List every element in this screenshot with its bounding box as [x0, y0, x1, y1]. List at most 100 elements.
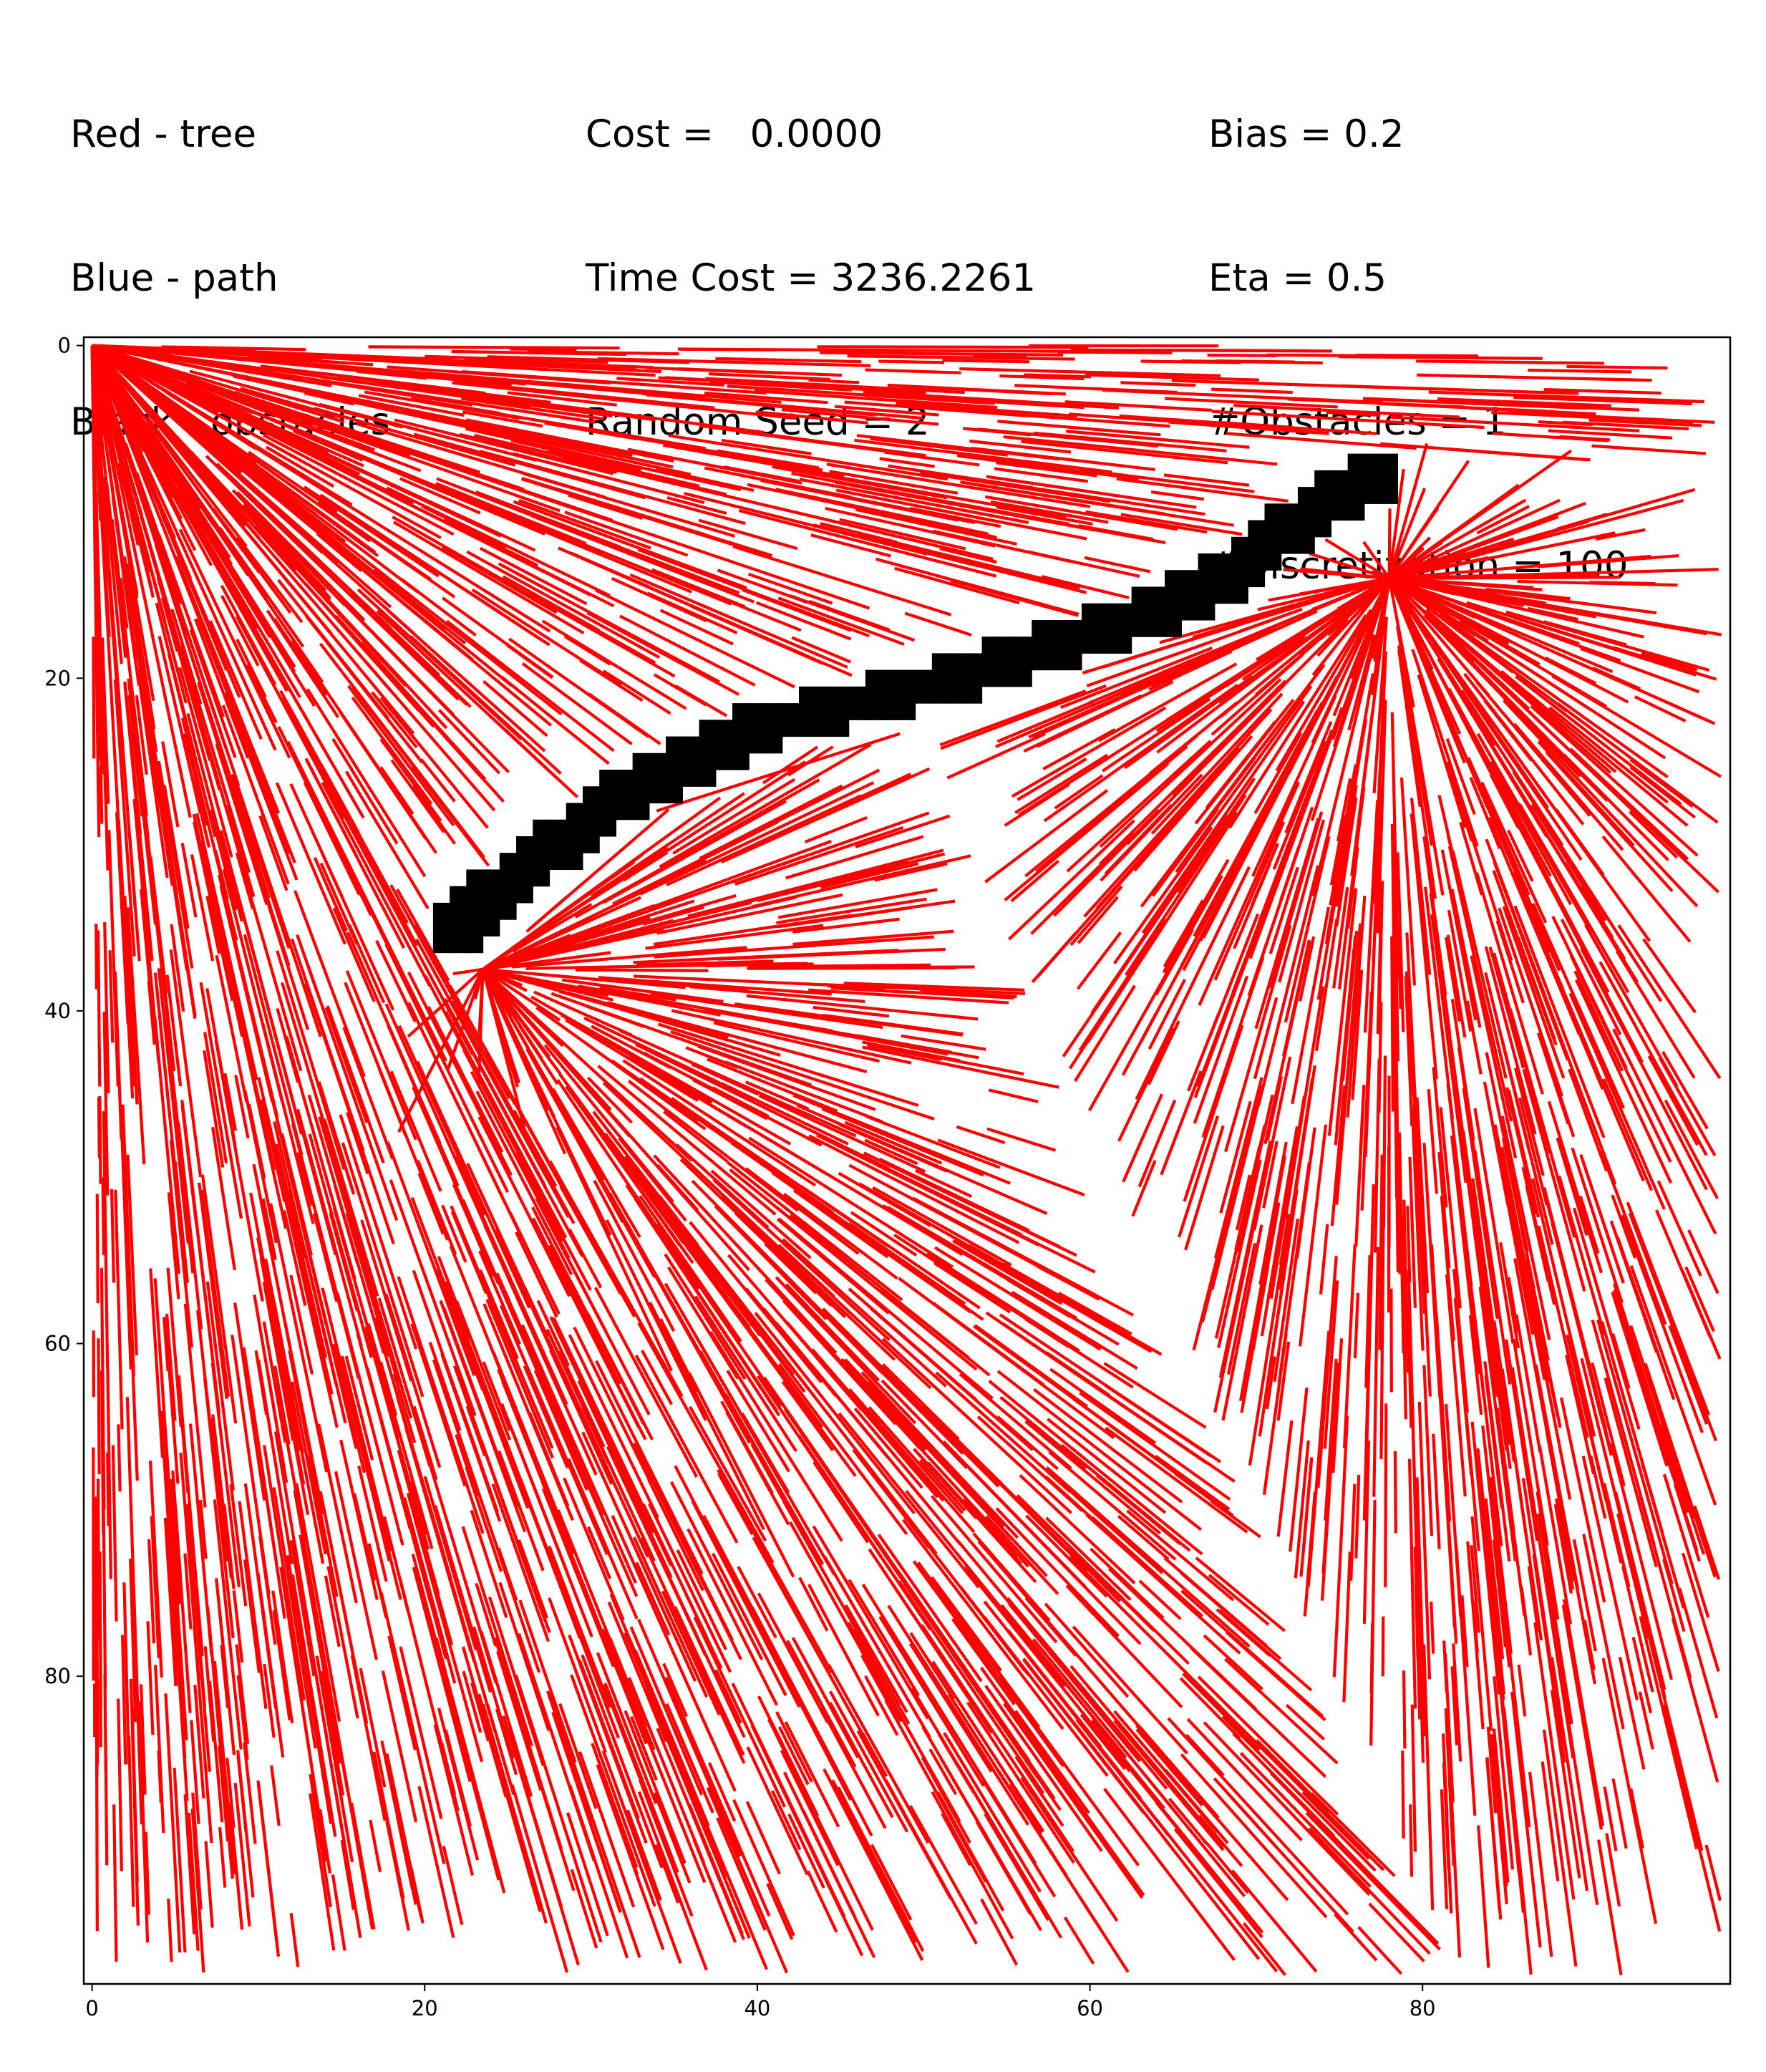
obstacle-cell — [782, 703, 800, 720]
tree-edge — [126, 1154, 138, 1356]
tree-edge — [1364, 1254, 1372, 1388]
tree-edge — [777, 596, 905, 646]
tree-edge — [1507, 1277, 1520, 1332]
tree-edge — [1096, 1474, 1181, 1546]
tree-edge — [1405, 1303, 1410, 1360]
axes-frame — [82, 336, 1732, 1985]
tree-edge — [498, 1582, 550, 1732]
tree-edge — [1332, 578, 1391, 717]
tree-edge — [99, 766, 104, 824]
tree-edge — [1041, 575, 1130, 599]
tree-edge — [1561, 1604, 1604, 1830]
tree-edge — [1631, 1637, 1653, 1714]
tree-edge — [1598, 961, 1708, 1156]
tree-edge — [812, 1525, 929, 1720]
tree-edge — [1030, 831, 1135, 935]
tree-edge — [1086, 811, 1238, 1044]
tree-edge — [1503, 694, 1609, 803]
obstacle-cell — [749, 720, 767, 737]
tree-edge — [612, 831, 755, 906]
tree-edge — [511, 946, 747, 969]
obstacle-cell — [1064, 619, 1082, 637]
tree-edge — [324, 1007, 369, 1123]
tree-edge — [1269, 1095, 1306, 1299]
tree-edge — [479, 546, 588, 606]
tree-edge — [288, 1350, 314, 1466]
tree-edge — [171, 1470, 192, 1713]
tree-edge — [670, 1097, 889, 1247]
tree-edge — [293, 890, 366, 1078]
tree-edge — [1389, 531, 1616, 580]
tree-edge — [835, 488, 1087, 541]
tree-edge — [548, 1693, 641, 1958]
obstacle-cell — [432, 919, 450, 936]
tree-edge — [573, 1297, 647, 1441]
tree-edge — [1150, 490, 1205, 501]
tree-edge — [1084, 556, 1151, 573]
tree-edge — [175, 488, 301, 699]
tree-edge — [1513, 722, 1624, 851]
tree-edge — [720, 767, 931, 864]
obstacle-cell — [682, 770, 700, 787]
tree-edge — [1268, 578, 1380, 602]
tree-edge — [326, 1566, 359, 1719]
tree-edge — [1553, 1504, 1573, 1594]
tree-edge — [1601, 835, 1692, 943]
tree-edge — [1416, 359, 1605, 365]
tree-edge — [1629, 810, 1679, 859]
tree-edge — [921, 1756, 971, 1844]
tree-edge — [1613, 1283, 1689, 1514]
tree-edge — [626, 1809, 662, 1901]
tree-edge — [1211, 653, 1304, 736]
obstacle-cell — [1148, 603, 1165, 621]
tree-edge — [225, 804, 256, 898]
tree-edge — [1616, 1236, 1676, 1400]
obstacle-cell — [1297, 520, 1315, 538]
tree-edge — [1555, 1084, 1576, 1138]
tree-edge — [218, 1827, 227, 1888]
tree-edge — [942, 359, 1030, 364]
cost-label: Cost = 0.0000 — [586, 112, 883, 156]
tree-edge — [204, 1841, 214, 1928]
tree-edge — [927, 551, 1087, 594]
tree-edge — [1284, 721, 1333, 833]
tree-edge — [971, 482, 1234, 527]
tree-edge — [1621, 1214, 1704, 1433]
tree-edge — [162, 785, 190, 929]
tree-edge — [208, 620, 263, 740]
tree-edge — [1523, 707, 1719, 894]
tree-edge — [750, 1606, 873, 1837]
tree-edge — [205, 1281, 235, 1491]
obstacle-cell — [1314, 470, 1332, 488]
tree-edge — [203, 1050, 225, 1168]
tree-edge — [110, 1189, 116, 1283]
tree-edge — [780, 1749, 840, 1867]
tree-edge — [1354, 1474, 1361, 1559]
tree-edge — [273, 617, 327, 697]
tree-edge — [91, 344, 454, 645]
tree-edge — [169, 949, 203, 1178]
obstacle-cell — [1381, 470, 1398, 488]
tree-edge — [433, 1724, 475, 1876]
tree-edge — [1233, 404, 1460, 419]
tree-edge — [1678, 1587, 1719, 1719]
tree-edge — [1341, 384, 1579, 395]
tree-edge — [776, 897, 927, 924]
tree-edge — [1187, 1013, 1221, 1092]
obstacle-cell — [1181, 586, 1199, 604]
tree-edge — [146, 417, 248, 548]
tree-edge — [150, 1516, 160, 1659]
tree-edge — [340, 1839, 356, 1910]
tree-edge — [1466, 1541, 1485, 1730]
tree-edge — [1083, 708, 1273, 918]
tree-edge — [1450, 1135, 1480, 1375]
obstacle-cell — [965, 653, 983, 671]
tree-edge — [568, 493, 643, 520]
tree-edge — [180, 644, 251, 873]
tree-edge — [853, 1407, 923, 1489]
tree-edge — [878, 359, 945, 364]
tree-edge — [1260, 1125, 1299, 1337]
tree-edge — [1148, 649, 1233, 691]
tree-edge — [995, 635, 1253, 748]
